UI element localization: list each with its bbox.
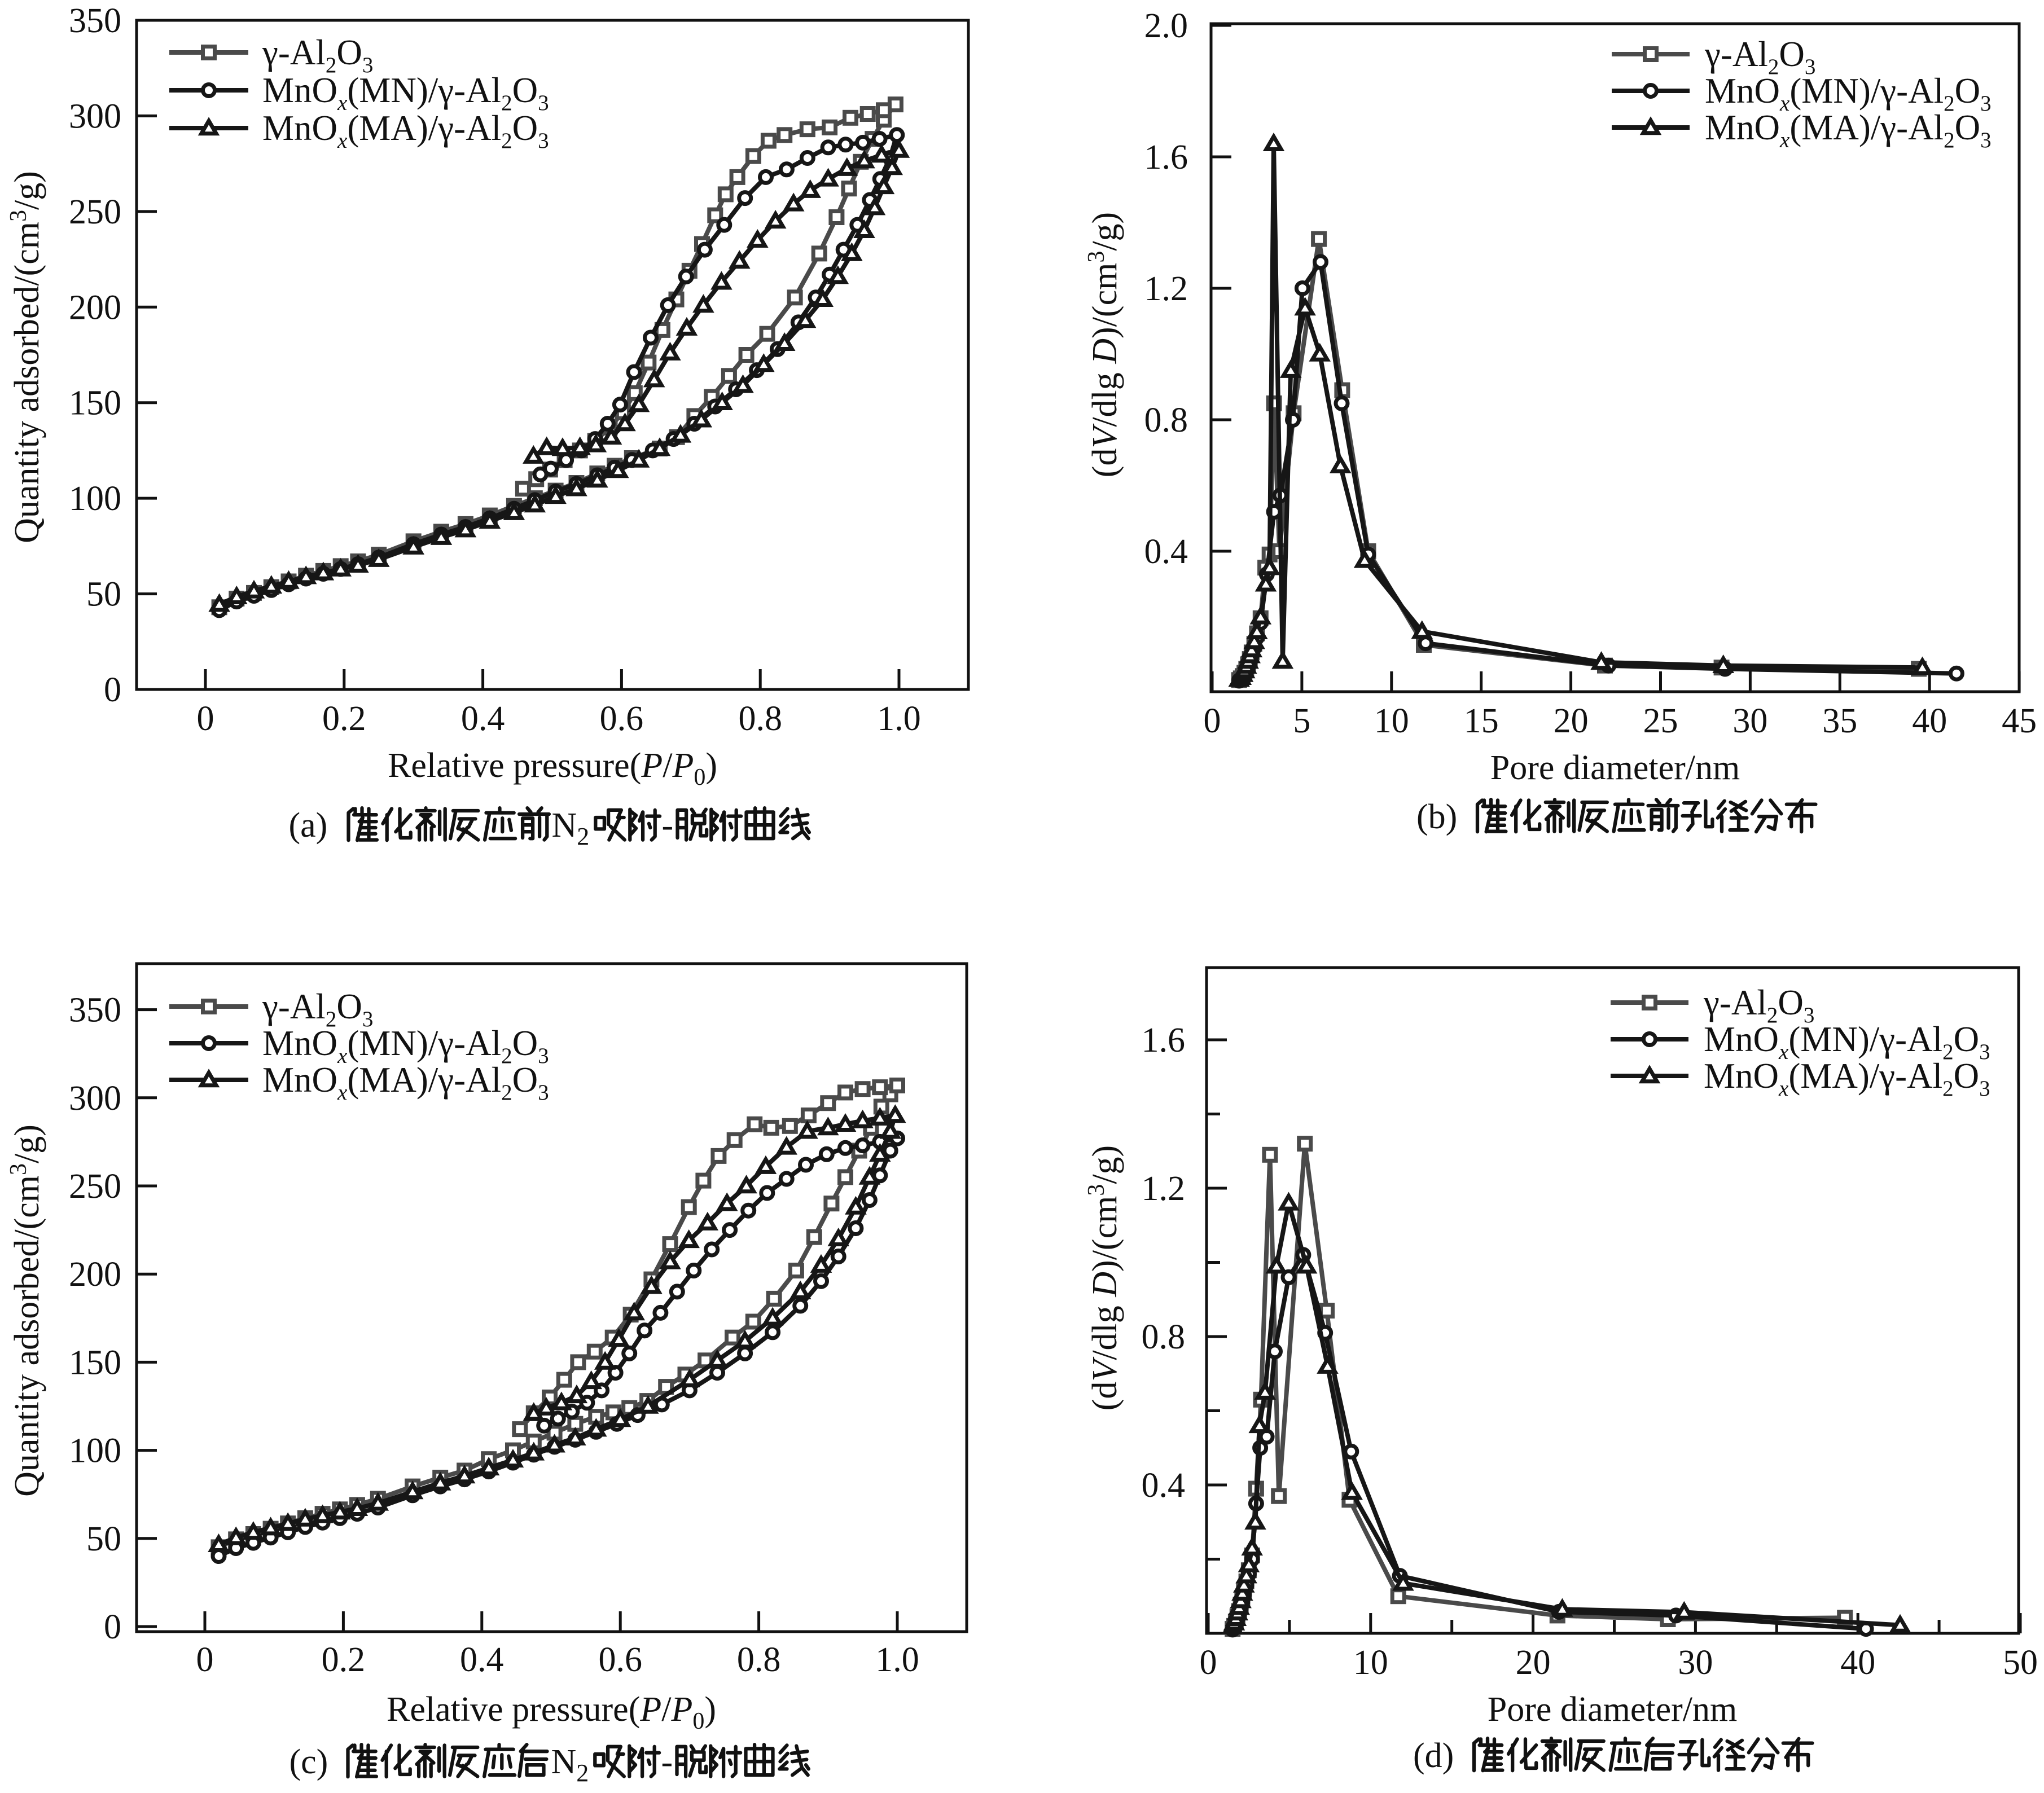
svg-text:Quantity adsorbed/(cm3/g): Quantity adsorbed/(cm3/g) xyxy=(6,1124,46,1497)
svg-text:1.6: 1.6 xyxy=(1142,1021,1186,1060)
svg-text:40: 40 xyxy=(1912,702,1947,740)
svg-text:2.0: 2.0 xyxy=(1144,7,1188,45)
svg-text:(d): (d) xyxy=(1413,1737,1454,1775)
svg-text:150: 150 xyxy=(69,384,121,423)
svg-text:10: 10 xyxy=(1353,1643,1388,1682)
svg-text:0.8: 0.8 xyxy=(738,700,782,738)
svg-text:250: 250 xyxy=(69,193,121,231)
svg-text:MnOx(MN)/γ-Al2O3: MnOx(MN)/γ-Al2O3 xyxy=(262,1023,549,1068)
svg-text:20: 20 xyxy=(1554,702,1589,740)
svg-text:200: 200 xyxy=(69,288,121,327)
svg-text:0: 0 xyxy=(196,1641,214,1679)
svg-text:15: 15 xyxy=(1464,702,1499,740)
svg-text:250: 250 xyxy=(69,1167,121,1206)
svg-text:0: 0 xyxy=(1200,1643,1217,1682)
svg-text:0: 0 xyxy=(104,671,121,709)
svg-text:(b): (b) xyxy=(1416,798,1457,836)
svg-text:1.0: 1.0 xyxy=(875,1641,919,1679)
svg-text:γ-Al2O3: γ-Al2O3 xyxy=(1704,34,1815,79)
svg-text:0: 0 xyxy=(197,700,214,738)
svg-text:MnOx(MA)/γ-Al2O3: MnOx(MA)/γ-Al2O3 xyxy=(1704,1056,1990,1101)
svg-text:10: 10 xyxy=(1374,702,1409,740)
svg-text:150: 150 xyxy=(69,1343,121,1382)
svg-text:MnOx(MN)/γ-Al2O3: MnOx(MN)/γ-Al2O3 xyxy=(1704,1019,1990,1064)
svg-text:Quantity adsorbed/(cm3/g): Quantity adsorbed/(cm3/g) xyxy=(6,171,46,543)
svg-text:0.2: 0.2 xyxy=(322,1641,366,1679)
svg-text:-: - xyxy=(662,806,674,845)
svg-text:100: 100 xyxy=(69,1432,121,1470)
svg-text:30: 30 xyxy=(1678,1643,1713,1682)
svg-text:0.6: 0.6 xyxy=(598,1641,642,1679)
svg-text:350: 350 xyxy=(69,991,121,1030)
svg-text:(a): (a) xyxy=(289,806,328,845)
svg-text:MnOx(MA)/γ-Al2O3: MnOx(MA)/γ-Al2O3 xyxy=(262,108,549,153)
svg-text:0.8: 0.8 xyxy=(737,1641,781,1679)
svg-text:Relative pressure(P/P0): Relative pressure(P/P0) xyxy=(388,746,717,790)
svg-text:200: 200 xyxy=(69,1255,121,1294)
svg-text:MnOx(MA)/γ-Al2O3: MnOx(MA)/γ-Al2O3 xyxy=(1705,108,1992,152)
svg-text:Relative pressure(P/P0): Relative pressure(P/P0) xyxy=(387,1690,716,1734)
svg-text:0.8: 0.8 xyxy=(1144,401,1188,440)
svg-text:300: 300 xyxy=(69,1079,121,1118)
svg-text:45: 45 xyxy=(2002,702,2037,740)
svg-text:5: 5 xyxy=(1293,702,1310,740)
svg-text:γ-Al2O3: γ-Al2O3 xyxy=(262,33,373,77)
svg-text:γ-Al2O3: γ-Al2O3 xyxy=(262,987,373,1031)
svg-text:MnOx(MN)/γ-Al2O3: MnOx(MN)/γ-Al2O3 xyxy=(262,71,549,115)
svg-text:MnOx(MA)/γ-Al2O3: MnOx(MA)/γ-Al2O3 xyxy=(262,1060,549,1105)
svg-text:50: 50 xyxy=(86,575,121,614)
svg-text:1.2: 1.2 xyxy=(1142,1170,1186,1208)
svg-text:0: 0 xyxy=(104,1608,121,1646)
svg-text:1.2: 1.2 xyxy=(1144,270,1188,308)
svg-text:0.2: 0.2 xyxy=(322,700,366,738)
svg-text:1.6: 1.6 xyxy=(1144,138,1188,177)
svg-text:100: 100 xyxy=(69,480,121,518)
svg-text:0.4: 0.4 xyxy=(1142,1466,1186,1505)
svg-text:0.8: 0.8 xyxy=(1142,1318,1186,1356)
svg-text:γ-Al2O3: γ-Al2O3 xyxy=(1703,983,1814,1027)
svg-text:Pore diameter/nm: Pore diameter/nm xyxy=(1490,749,1740,787)
svg-text:0.4: 0.4 xyxy=(1144,533,1188,571)
svg-text:0.4: 0.4 xyxy=(461,700,505,738)
svg-text:0.6: 0.6 xyxy=(600,700,644,738)
svg-text:40: 40 xyxy=(1840,1643,1875,1682)
svg-text:25: 25 xyxy=(1643,702,1678,740)
svg-text:-: - xyxy=(661,1743,673,1781)
svg-text:0.4: 0.4 xyxy=(460,1641,504,1679)
svg-text:50: 50 xyxy=(86,1520,121,1558)
svg-text:1.0: 1.0 xyxy=(877,700,921,738)
svg-text:35: 35 xyxy=(1822,702,1857,740)
svg-text:350: 350 xyxy=(69,2,121,40)
svg-text:30: 30 xyxy=(1732,702,1767,740)
svg-text:Pore diameter/nm: Pore diameter/nm xyxy=(1488,1690,1737,1729)
svg-text:50: 50 xyxy=(2003,1643,2038,1682)
svg-text:(c): (c) xyxy=(290,1743,328,1781)
svg-text:300: 300 xyxy=(69,97,121,135)
svg-text:0: 0 xyxy=(1204,702,1221,740)
svg-text:MnOx(MN)/γ-Al2O3: MnOx(MN)/γ-Al2O3 xyxy=(1705,71,1992,116)
svg-text:20: 20 xyxy=(1516,1643,1551,1682)
